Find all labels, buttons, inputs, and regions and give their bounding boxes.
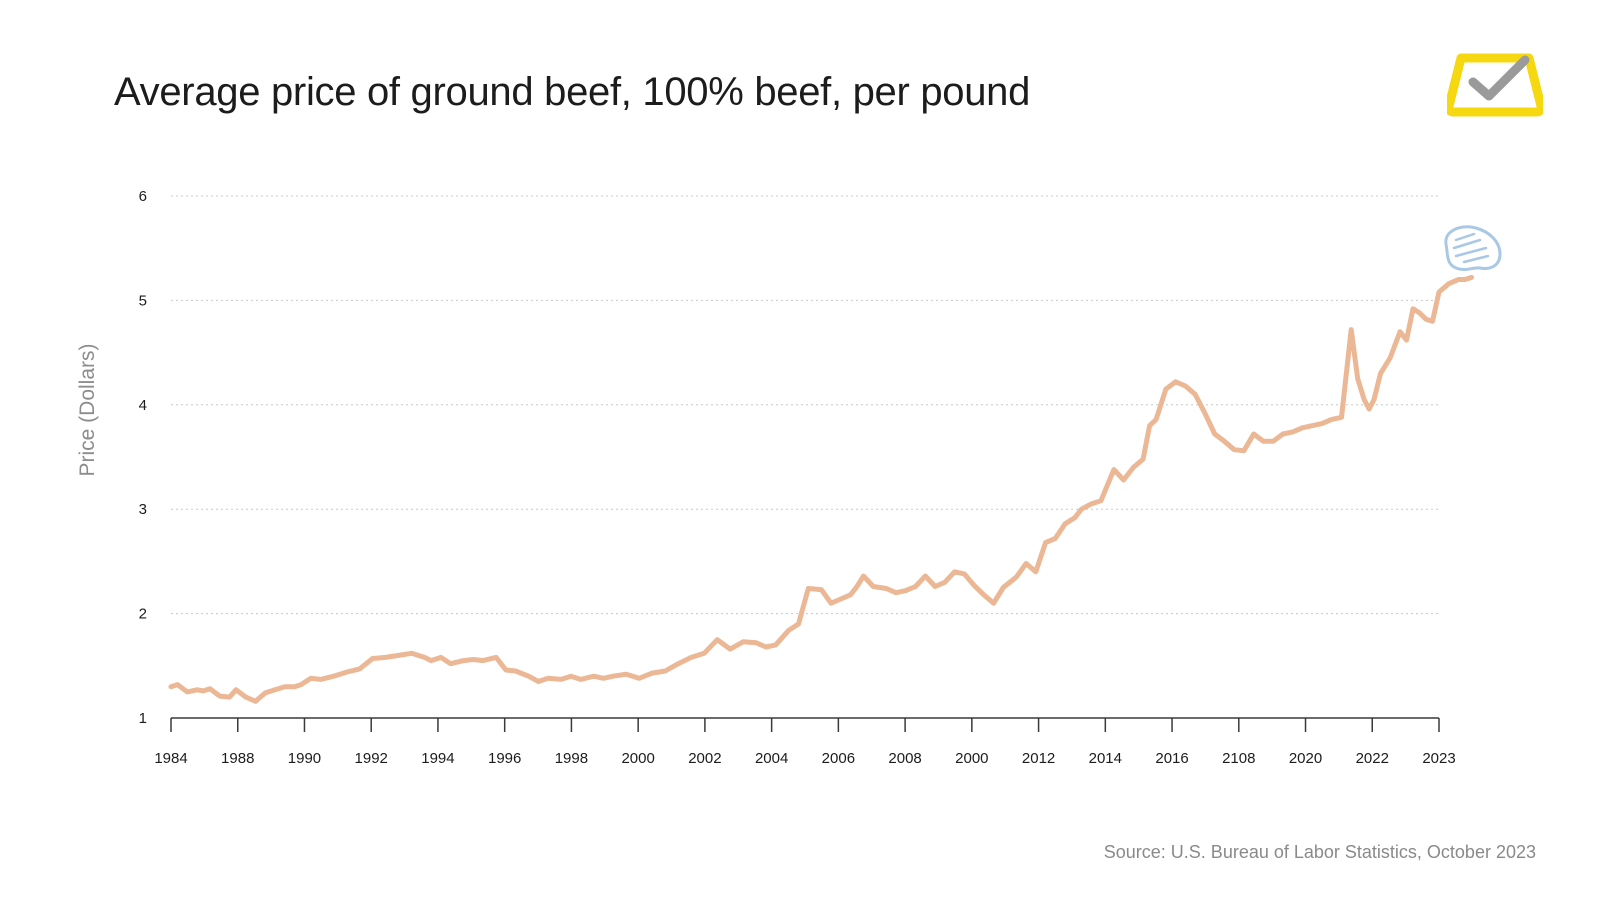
x-tick-label: 2020: [1289, 750, 1322, 767]
y-axis-label: Price (Dollars): [76, 343, 99, 476]
x-tick-label: 2023: [1422, 750, 1455, 767]
x-tick-label: 1990: [288, 750, 321, 767]
y-tick-label: 5: [139, 292, 147, 309]
x-tick-label: 2000: [955, 750, 988, 767]
x-tick-label: 2016: [1155, 750, 1188, 767]
series-group: [168, 274, 1474, 704]
steak-icon: [1444, 225, 1502, 272]
annotation-group: [1444, 225, 1502, 272]
x-tick-label: 1998: [555, 750, 588, 767]
x-tick-label: 2012: [1022, 750, 1055, 767]
x-axis-ticks: 1984 1988 1990 1992 1994 1996 1998 2000 2002 2004…: [154, 718, 1456, 767]
x-tick-label: 1988: [221, 750, 254, 767]
series-line: [168, 274, 1474, 704]
y-tick-label: 4: [139, 397, 147, 414]
grid-lines: [171, 195, 1439, 615]
x-tick-label: 1994: [421, 750, 454, 767]
checkmark-badge-icon: [1447, 53, 1543, 117]
x-tick-label: 2008: [888, 750, 921, 767]
x-tick-label: 2022: [1356, 750, 1389, 767]
y-tick-label: 2: [139, 606, 147, 623]
x-tick-label: 2000: [621, 750, 654, 767]
x-tick-label: 2108: [1222, 750, 1255, 767]
x-tick-label: 1984: [154, 750, 187, 767]
y-tick-label: 1: [139, 710, 147, 727]
y-tick-label: 3: [139, 501, 147, 518]
x-tick-label: 2014: [1089, 750, 1122, 767]
x-tick-label: 2004: [755, 750, 788, 767]
source-note: Source: U.S. Bureau of Labor Statistics,…: [1103, 842, 1536, 862]
y-axis-ticks: 1 2 3 4 5 6: [139, 188, 147, 727]
x-tick-label: 2006: [822, 750, 855, 767]
y-tick-label: 6: [139, 188, 147, 205]
x-tick-label: 1996: [488, 750, 521, 767]
x-tick-label: 1992: [355, 750, 388, 767]
chart-title: Average price of ground beef, 100% beef,…: [114, 70, 1031, 114]
x-tick-label: 2002: [688, 750, 721, 767]
